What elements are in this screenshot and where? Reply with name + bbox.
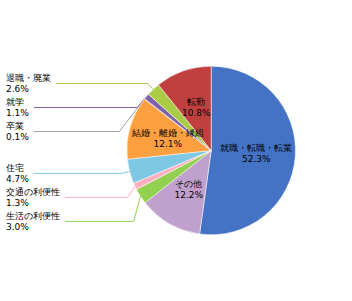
svg-text:12.2%: 12.2% <box>174 190 203 200</box>
svg-text:その他: その他 <box>175 179 202 189</box>
svg-text:生活の利便性: 生活の利便性 <box>6 211 60 221</box>
svg-text:3.0%: 3.0% <box>6 222 29 232</box>
svg-text:就職・転職・転業: 就職・転職・転業 <box>220 143 292 153</box>
svg-text:52.3%: 52.3% <box>242 154 271 164</box>
svg-text:交通の利便性: 交通の利便性 <box>6 187 60 197</box>
svg-text:0.1%: 0.1% <box>6 132 29 142</box>
svg-text:結婚・離婚・縁組: 結婚・離婚・縁組 <box>131 128 204 138</box>
svg-text:就学: 就学 <box>6 97 24 107</box>
svg-text:4.7%: 4.7% <box>6 174 29 184</box>
svg-text:10.8%: 10.8% <box>182 108 211 118</box>
svg-text:住宅: 住宅 <box>6 163 24 173</box>
svg-text:2.6%: 2.6% <box>6 84 29 94</box>
svg-text:1.3%: 1.3% <box>6 198 29 208</box>
svg-text:退職・廃業: 退職・廃業 <box>6 73 51 83</box>
svg-text:1.1%: 1.1% <box>6 108 29 118</box>
svg-text:転勤: 転勤 <box>187 97 205 107</box>
svg-text:卒業: 卒業 <box>6 121 24 131</box>
svg-text:12.1%: 12.1% <box>153 139 182 149</box>
